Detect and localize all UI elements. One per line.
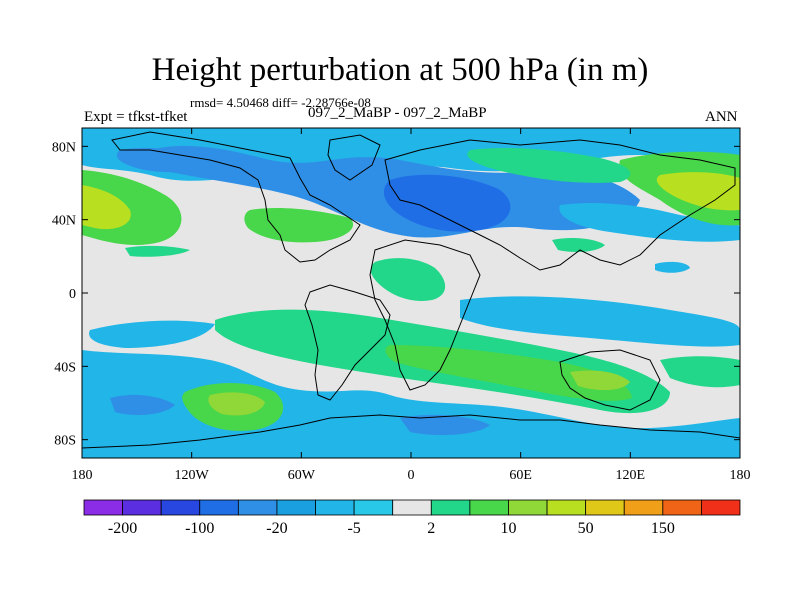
africa-outline [369, 239, 481, 391]
x-tick-label: 60W [288, 468, 316, 483]
y-tick-label: 80N [52, 140, 76, 155]
x-tick-label: 180 [72, 468, 93, 483]
season-label: ANN [705, 109, 738, 125]
anomaly-region-north-pacific-mid [467, 147, 631, 183]
colorbar-label: -5 [347, 520, 360, 537]
x-tick-label: 60E [509, 468, 532, 483]
anomaly-region-south-east-pacific [660, 356, 740, 388]
colorbar-swatch [237, 499, 278, 516]
y-tick-label: 0 [69, 287, 76, 302]
colorbar-swatch [623, 499, 664, 516]
anomaly-region-atlantic-north [244, 207, 354, 243]
y-axis: 80N 40N 0 40S 80S [52, 140, 740, 449]
colorbar-label: -100 [185, 520, 214, 537]
colorbar-swatch [392, 499, 432, 516]
x-tick-label: 180 [730, 468, 751, 483]
colorbar-swatch [315, 499, 355, 516]
y-tick-label: 40S [54, 360, 76, 375]
case-label: 097_2_MaBP - 097_2_MaBP [308, 105, 487, 121]
colorbar-swatch [160, 499, 201, 516]
colorbar-swatch [276, 499, 316, 516]
colorbar-swatch [122, 499, 162, 516]
x-tick-label: 0 [408, 468, 415, 483]
colorbar-swatch [469, 499, 509, 516]
colorbar-swatch [430, 499, 471, 516]
colorbar-swatch [546, 499, 587, 516]
anomaly-region-southern-ocean-core-west [110, 394, 175, 416]
australia-outline [559, 349, 661, 411]
chart-title: Height perturbation at 500 hPa (in m) [151, 52, 649, 88]
anomaly-region-north-east [559, 203, 740, 242]
anomaly-region-equatorial-africa [370, 258, 446, 301]
anomaly-region-indian-north [552, 237, 605, 253]
anomaly-region-southern-ocean [82, 350, 740, 458]
y-tick-label: 80S [54, 434, 76, 449]
colorbar-label: 2 [427, 520, 435, 537]
anomaly-region-southern-indian [570, 370, 630, 391]
colorbar-label: 150 [651, 520, 675, 537]
x-tick-label: 120W [175, 468, 210, 483]
south-america-outline [304, 284, 391, 401]
colorbar-label: 10 [500, 520, 516, 537]
continent-outlines [82, 131, 740, 449]
y-tick-label: 40N [52, 214, 76, 229]
map-field [82, 128, 740, 458]
colorbar: -200 -100 -20 -5 2 10 50 150 [83, 499, 741, 537]
anomaly-region-southern-band-core [385, 345, 632, 401]
rmsd-stats: rmsd= 4.50468 diff= -2.28766e-08 [190, 95, 371, 110]
colorbar-label: -200 [108, 520, 137, 537]
north-america-outline [111, 131, 361, 263]
x-axis: 180 120W 60W 0 60E 120E 180 [72, 128, 751, 483]
colorbar-swatch [701, 499, 741, 516]
colorbar-swatch [199, 499, 239, 516]
colorbar-swatch [353, 499, 394, 516]
colorbar-label: -20 [266, 520, 287, 537]
anomaly-region-southern-pacific-core [208, 392, 265, 416]
anomaly-region-north-pacific-east-core [656, 172, 740, 211]
greenland-outline [327, 134, 381, 181]
eurasia-outline [384, 139, 736, 271]
anomaly-region-indo-pacific-south [460, 296, 740, 347]
anomaly-region-north-pacific-west-core [82, 185, 131, 230]
colorbar-swatch [508, 499, 548, 516]
anomaly-region-west-pacific [655, 261, 690, 273]
antarctica-outline [82, 414, 740, 449]
experiment-label: Expt = tfkst-tfket [84, 109, 188, 125]
anomaly-region-southern-ocean-core-east [400, 414, 490, 436]
anomaly-region-tropical-band-south [89, 320, 215, 348]
anomaly-region-north-west [116, 148, 220, 173]
anomaly-region-tropical-pacific [125, 245, 190, 257]
colorbar-swatch [83, 499, 123, 516]
colorbar-swatch [662, 499, 702, 516]
colorbar-label: 50 [578, 520, 594, 537]
x-tick-label: 120E [616, 468, 646, 483]
anomaly-region-north-core [383, 174, 511, 232]
colorbar-swatch [585, 499, 625, 516]
